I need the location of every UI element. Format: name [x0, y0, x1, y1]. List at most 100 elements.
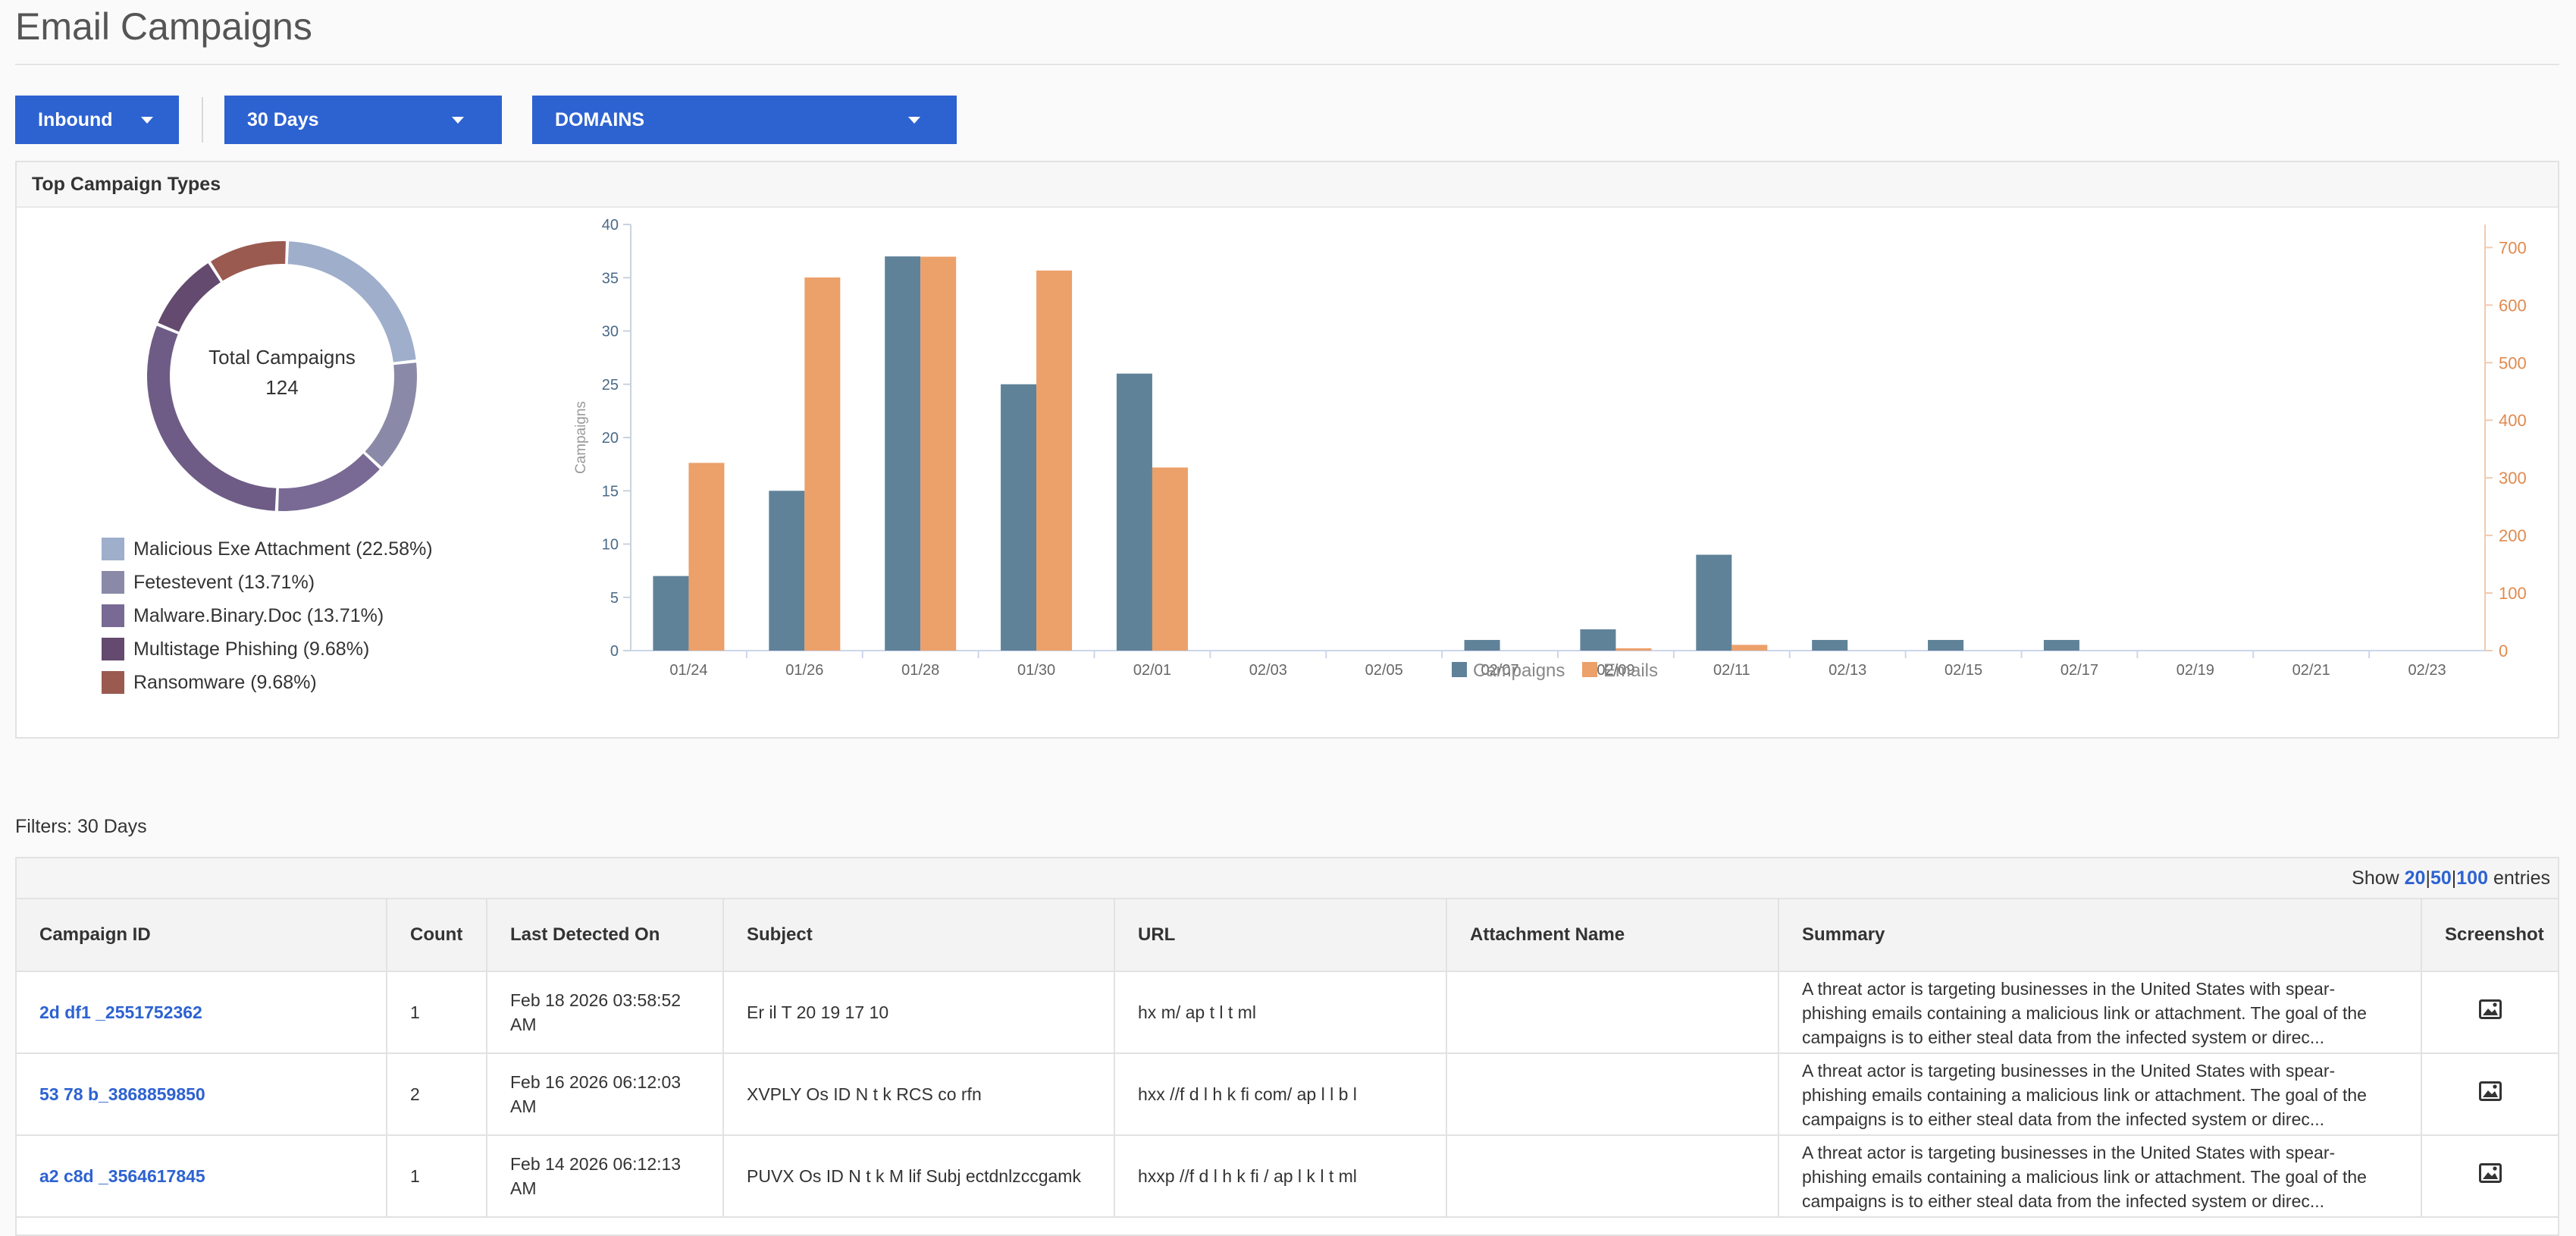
- image-icon[interactable]: [2478, 1081, 2502, 1101]
- x-tick-label: 02/07: [1481, 662, 1519, 679]
- column-header[interactable]: Count: [387, 899, 487, 972]
- image-icon[interactable]: [2478, 1163, 2502, 1183]
- bar-campaigns[interactable]: [1116, 373, 1152, 651]
- x-tick-label: 02/01: [1133, 662, 1171, 679]
- donut-slice[interactable]: [278, 453, 380, 511]
- bar-emails[interactable]: [804, 277, 841, 651]
- top-campaign-types-panel: Top Campaign Types Total Campaigns 124 M…: [15, 161, 2559, 739]
- donut-slice[interactable]: [287, 241, 416, 362]
- y2-tick-label: 400: [2499, 411, 2527, 430]
- bar-emails[interactable]: [1731, 645, 1768, 651]
- x-tick-label: 02/21: [2292, 662, 2330, 679]
- screenshot-cell: [2421, 1053, 2558, 1136]
- y2-tick-label: 500: [2499, 353, 2527, 372]
- campaign-id-link[interactable]: 2d df1 _2551752362: [39, 1002, 202, 1022]
- column-header[interactable]: Campaign ID: [17, 899, 387, 972]
- attachment-cell: [1446, 971, 1779, 1054]
- column-header[interactable]: Subject: [723, 899, 1115, 972]
- column-header[interactable]: Screenshot: [2421, 899, 2558, 972]
- y-tick-label: 0: [610, 643, 619, 660]
- bar-emails[interactable]: [1615, 648, 1652, 651]
- donut-chart: [146, 241, 417, 511]
- bar-campaigns[interactable]: [769, 491, 805, 651]
- y2-tick-label: 0: [2499, 642, 2508, 660]
- y2-axis-label: Emails: [2552, 416, 2556, 459]
- x-tick-label: 01/26: [785, 662, 823, 679]
- show-50-link[interactable]: 50: [2430, 867, 2452, 889]
- campaign-id-link[interactable]: 53 78 b_3868859850: [39, 1084, 205, 1104]
- bar-campaigns[interactable]: [653, 576, 689, 651]
- show-20-link[interactable]: 20: [2404, 867, 2426, 889]
- summary-text: A threat actor is targeting businesses i…: [1802, 979, 2367, 1047]
- caret-down-icon: [141, 117, 153, 124]
- campaign-types-donut: Total Campaigns 124: [130, 224, 434, 528]
- direction-dropdown[interactable]: Inbound: [15, 96, 179, 144]
- legend-label-campaigns[interactable]: Campaigns: [1473, 660, 1565, 681]
- x-tick-label: 02/15: [1945, 662, 1982, 679]
- donut-slice-other[interactable]: [146, 325, 277, 511]
- x-tick-label: 02/03: [1249, 662, 1287, 679]
- x-tick-label: 01/30: [1017, 662, 1055, 679]
- show-separator: |: [2425, 867, 2430, 889]
- summary-cell: A threat actor is targeting businesses i…: [1778, 1135, 2422, 1218]
- column-header[interactable]: Attachment Name: [1446, 899, 1779, 972]
- show-100-link[interactable]: 100: [2456, 867, 2488, 889]
- bar-campaigns[interactable]: [1464, 639, 1500, 651]
- bar-campaigns[interactable]: [1696, 554, 1732, 651]
- donut-slice[interactable]: [365, 362, 417, 467]
- campaign-id-cell: 2d df1 _2551752362: [17, 971, 387, 1054]
- y2-tick-label: 600: [2499, 296, 2527, 315]
- x-tick-label: 02/13: [1829, 662, 1866, 679]
- donut-slice[interactable]: [211, 241, 286, 281]
- summary-cell: A threat actor is targeting businesses i…: [1778, 971, 2422, 1054]
- scope-dropdown-label: DOMAINS: [555, 109, 645, 130]
- y-tick-label: 40: [602, 217, 619, 234]
- summary-text: A threat actor is targeting businesses i…: [1802, 1143, 2367, 1211]
- campaigns-table: Campaign ID Count Last Detected On Subje…: [17, 899, 2558, 1218]
- bar-campaigns[interactable]: [2043, 639, 2079, 651]
- table-row: a2 c8d _3564617845 1 Feb 14 2026 06:12:1…: [17, 1135, 2558, 1218]
- donut-center-label: Total Campaigns: [208, 346, 356, 369]
- bar-campaigns[interactable]: [1812, 639, 1848, 651]
- image-icon[interactable]: [2478, 999, 2502, 1019]
- legend-item[interactable]: Multistage Phishing (9.68%): [102, 632, 433, 666]
- y2-tick-label: 200: [2499, 526, 2527, 545]
- donut-slice[interactable]: [158, 263, 221, 332]
- column-header[interactable]: Summary: [1778, 899, 2422, 972]
- y-tick-label: 30: [602, 324, 619, 340]
- period-dropdown-label: 30 Days: [247, 109, 319, 130]
- count-cell: 2: [387, 1053, 487, 1136]
- legend-item[interactable]: Ransomware (9.68%): [102, 666, 433, 699]
- subject-cell: PUVX Os ID N t k M lif Subj ectdnlzccgam…: [723, 1135, 1115, 1218]
- bar-emails[interactable]: [1036, 270, 1073, 651]
- bar-campaigns[interactable]: [1928, 639, 1964, 651]
- title-divider: [15, 64, 2559, 65]
- legend-item[interactable]: Malicious Exe Attachment (22.58%): [102, 532, 433, 566]
- period-dropdown[interactable]: 30 Days: [224, 96, 502, 144]
- bar-emails[interactable]: [1152, 467, 1188, 651]
- y-axis-label: Campaigns: [573, 401, 589, 474]
- column-header[interactable]: Last Detected On: [487, 899, 724, 972]
- legend-item[interactable]: Fetestevent (13.71%): [102, 566, 433, 599]
- show-separator: |: [2451, 867, 2457, 889]
- bar-emails[interactable]: [688, 463, 725, 651]
- bar-campaigns[interactable]: [1580, 629, 1616, 651]
- legend-swatch-campaigns: [1452, 662, 1467, 677]
- y-tick-label: 15: [602, 483, 619, 500]
- count-cell: 1: [387, 971, 487, 1054]
- table-toolbar: Show 20|50|100 entries: [17, 858, 2558, 899]
- bar-campaigns[interactable]: [885, 256, 921, 651]
- count-cell: 1: [387, 1135, 487, 1218]
- campaign-id-link[interactable]: a2 c8d _3564617845: [39, 1166, 205, 1186]
- url-cell: hxxp //f d l h k fi / ap l k l t ml: [1114, 1135, 1447, 1218]
- screenshot-cell: [2421, 971, 2558, 1054]
- column-header[interactable]: URL: [1114, 899, 1447, 972]
- page-title: Email Campaigns: [15, 5, 312, 48]
- x-tick-label: 01/28: [901, 662, 939, 679]
- bar-campaigns[interactable]: [1001, 384, 1037, 651]
- legend-label-emails[interactable]: Emails: [1603, 660, 1658, 681]
- url-cell: hxx //f d l h k fi com/ ap l l b l: [1114, 1053, 1447, 1136]
- bar-emails[interactable]: [920, 256, 957, 651]
- legend-item[interactable]: Malware.Binary.Doc (13.71%): [102, 599, 433, 632]
- scope-dropdown[interactable]: DOMAINS: [532, 96, 957, 144]
